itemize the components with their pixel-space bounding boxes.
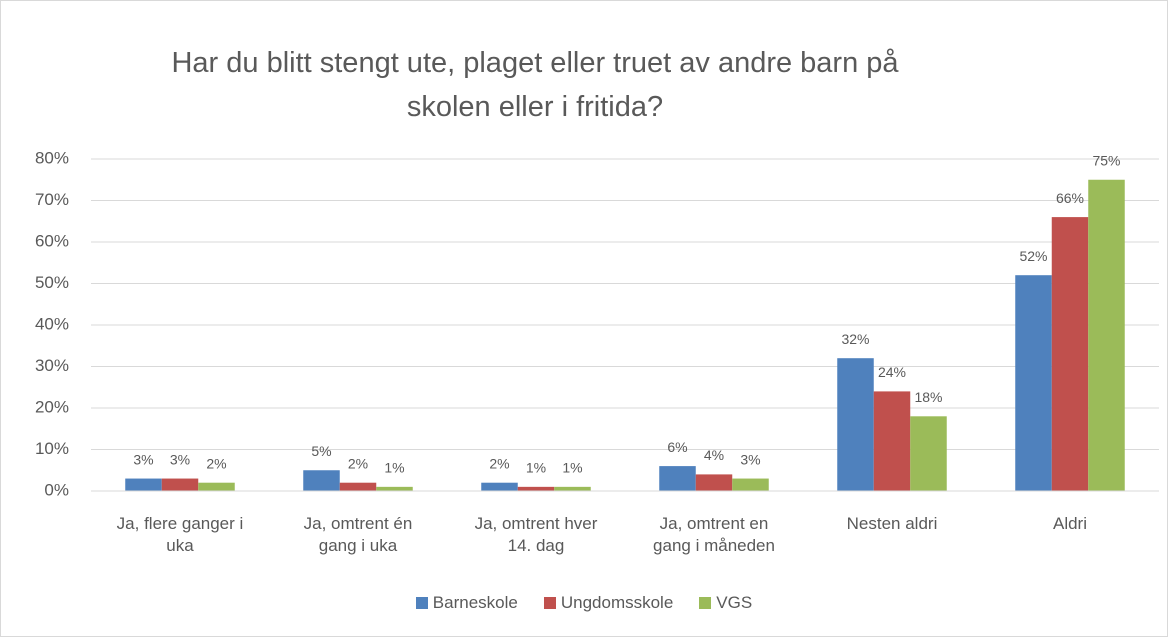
bar	[481, 482, 518, 491]
bar	[873, 391, 911, 491]
legend-item: Barneskole	[415, 593, 518, 613]
bar	[837, 358, 874, 491]
legend-item: VGS	[699, 593, 752, 613]
bar	[517, 486, 555, 491]
bar	[339, 482, 377, 491]
value-label: 2%	[348, 455, 368, 471]
value-label: 1%	[526, 460, 546, 476]
value-label: 75%	[1092, 152, 1120, 168]
bar	[659, 466, 696, 491]
value-label: 24%	[878, 364, 906, 380]
bar	[303, 470, 340, 491]
value-label: 3%	[740, 451, 760, 467]
bar	[732, 478, 769, 491]
x-tick-label: Ja, omtrent hver 14. dag	[474, 514, 598, 555]
y-tick-label: 10%	[35, 439, 69, 458]
value-label: 3%	[133, 451, 153, 467]
legend-swatch	[699, 597, 712, 609]
value-label: 3%	[170, 451, 190, 467]
value-label: 18%	[914, 389, 942, 405]
value-label: 52%	[1019, 248, 1047, 264]
y-tick-label: 40%	[35, 314, 69, 333]
value-label: 1%	[384, 460, 404, 476]
bar	[125, 478, 162, 491]
value-label: 2%	[489, 455, 509, 471]
bar	[376, 486, 413, 491]
y-tick-label: 20%	[35, 397, 69, 416]
legend-swatch	[543, 597, 556, 609]
bar	[1051, 217, 1089, 491]
value-label: 1%	[562, 460, 582, 476]
y-tick-label: 70%	[35, 190, 69, 209]
x-tick-label: Aldri	[1052, 514, 1087, 533]
bar	[198, 482, 235, 491]
value-label: 4%	[704, 447, 724, 463]
x-tick-label: Ja, flere ganger i uka	[116, 514, 244, 555]
bar	[554, 486, 591, 491]
legend-label: Barneskole	[432, 593, 518, 612]
x-tick-label: Ja, omtrent en gang i måneden	[653, 514, 775, 555]
legend-item: Ungdomsskole	[543, 593, 674, 613]
y-tick-label: 80%	[35, 148, 69, 167]
value-label: 2%	[206, 455, 226, 471]
x-tick-label: Ja, omtrent én gang i uka	[303, 514, 413, 555]
legend: Barneskole Ungdomsskole VGS	[1, 593, 1167, 613]
value-label: 5%	[311, 443, 331, 459]
y-tick-label: 30%	[35, 356, 69, 375]
y-tick-label: 60%	[35, 231, 69, 250]
legend-label: VGS	[716, 593, 753, 612]
bar	[910, 416, 947, 491]
value-label: 66%	[1056, 190, 1084, 206]
x-tick-label: Nesten aldri	[846, 514, 938, 533]
chart-title: Har du blitt stengt ute, plaget eller tr…	[171, 47, 899, 123]
bar	[1015, 275, 1052, 491]
y-tick-label: 0%	[44, 480, 69, 499]
bar	[1088, 179, 1125, 491]
legend-swatch	[415, 597, 428, 609]
legend-label: Ungdomsskole	[560, 593, 674, 612]
value-label: 6%	[667, 439, 687, 455]
bar	[695, 474, 733, 491]
value-label: 32%	[841, 331, 869, 347]
y-tick-label: 50%	[35, 273, 69, 292]
bar	[161, 478, 199, 491]
